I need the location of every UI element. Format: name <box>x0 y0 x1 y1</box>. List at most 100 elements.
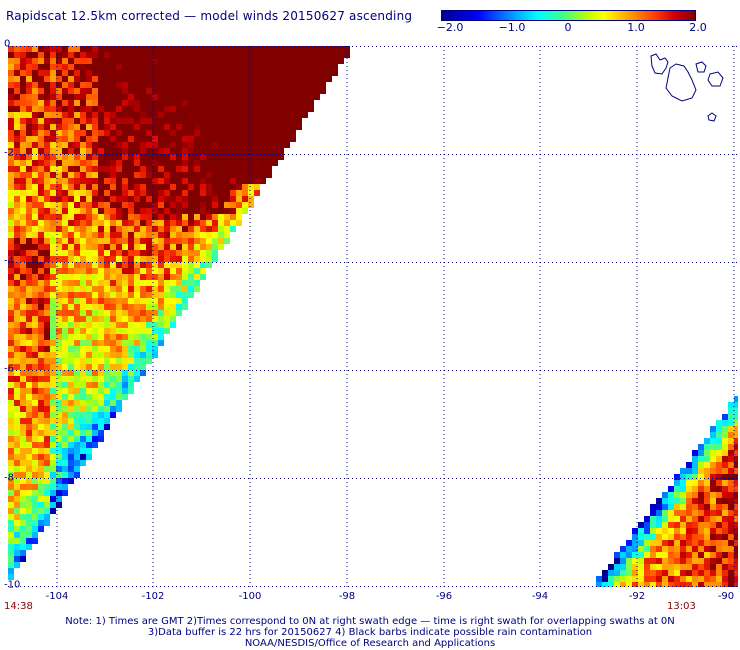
swath-pixel <box>212 82 218 88</box>
swath-pixel <box>50 142 56 148</box>
swath-pixel <box>182 130 188 136</box>
swath-pixel <box>716 468 722 474</box>
swath-pixel <box>656 510 662 516</box>
swath-pixel <box>320 70 326 76</box>
swath-pixel <box>266 82 272 88</box>
swath-pixel <box>182 136 188 142</box>
swath-pixel <box>32 394 38 400</box>
swath-pixel <box>26 286 32 292</box>
swath-pixel <box>20 52 26 58</box>
swath-pixel <box>146 340 152 346</box>
swath-pixel <box>122 316 128 322</box>
swath-pixel <box>224 118 230 124</box>
swath-pixel <box>20 148 26 154</box>
swath-pixel <box>122 244 128 250</box>
swath-pixel <box>266 112 272 118</box>
swath-pixel <box>176 202 182 208</box>
swath-pixel <box>92 52 98 58</box>
swath-pixel <box>686 468 692 474</box>
swath-pixel <box>122 304 128 310</box>
swath-pixel <box>728 582 734 587</box>
swath-pixel <box>14 250 20 256</box>
swath-pixel <box>44 370 50 376</box>
swath-pixel <box>182 124 188 130</box>
swath-pixel <box>146 58 152 64</box>
swath-pixel <box>212 100 218 106</box>
swath-pixel <box>260 70 266 76</box>
swath-pixel <box>290 118 296 124</box>
swath-pixel <box>692 492 698 498</box>
swath-pixel <box>26 238 32 244</box>
swath-pixel <box>128 256 134 262</box>
swath-pixel <box>140 226 146 232</box>
swath-pixel <box>224 238 230 244</box>
swath-pixel <box>176 148 182 154</box>
swath-pixel <box>8 436 14 442</box>
swath-pixel <box>20 82 26 88</box>
swath-pixel <box>680 468 686 474</box>
swath-pixel <box>38 106 44 112</box>
swath-pixel <box>182 148 188 154</box>
swath-pixel <box>128 220 134 226</box>
swath-pixel <box>74 388 80 394</box>
swath-pixel <box>224 154 230 160</box>
swath-pixel <box>230 190 236 196</box>
swath-pixel <box>122 124 128 130</box>
swath-pixel <box>152 100 158 106</box>
swath-pixel <box>32 226 38 232</box>
swath-pixel <box>164 322 170 328</box>
swath-pixel <box>74 238 80 244</box>
swath-pixel <box>692 540 698 546</box>
swath-pixel <box>668 498 674 504</box>
swath-pixel <box>44 112 50 118</box>
swath-pixel <box>182 190 188 196</box>
swath-pixel <box>164 64 170 70</box>
swath-pixel <box>134 196 140 202</box>
swath-pixel <box>182 166 188 172</box>
swath-pixel <box>50 196 56 202</box>
swath-pixel <box>98 310 104 316</box>
swath-pixel <box>308 106 314 112</box>
swath-pixel <box>194 220 200 226</box>
swath-pixel <box>182 232 188 238</box>
swath-pixel <box>242 166 248 172</box>
swath-pixel <box>200 88 206 94</box>
swath-pixel <box>230 118 236 124</box>
swath-pixel <box>218 148 224 154</box>
swath-pixel <box>722 432 728 438</box>
swath-pixel <box>26 244 32 250</box>
swath-pixel <box>44 100 50 106</box>
swath-pixel <box>308 52 314 58</box>
swath-pixel <box>158 232 164 238</box>
swath-pixel <box>656 498 662 504</box>
swath-pixel <box>68 178 74 184</box>
swath-pixel <box>80 274 86 280</box>
swath-pixel <box>38 352 44 358</box>
swath-pixel <box>50 100 56 106</box>
swath-pixel <box>170 100 176 106</box>
swath-pixel <box>62 142 68 148</box>
swath-pixel <box>164 214 170 220</box>
swath-pixel <box>158 88 164 94</box>
swath-pixel <box>62 400 68 406</box>
swath-pixel <box>290 94 296 100</box>
swath-pixel <box>146 250 152 256</box>
swath-pixel <box>140 130 146 136</box>
swath-pixel <box>176 292 182 298</box>
swath-pixel <box>656 558 662 564</box>
swath-pixel <box>116 184 122 190</box>
swath-pixel <box>56 304 62 310</box>
swath-pixel <box>50 292 56 298</box>
swath-pixel <box>176 310 182 316</box>
swath-pixel <box>122 238 128 244</box>
swath-pixel <box>602 570 608 576</box>
swath-pixel <box>50 340 56 346</box>
swath-pixel <box>146 316 152 322</box>
swath-pixel <box>140 160 146 166</box>
swath-pixel <box>116 172 122 178</box>
swath-pixel <box>626 576 632 582</box>
swath-pixel <box>260 154 266 160</box>
swath-pixel <box>728 414 734 420</box>
lat-label-0: 0 <box>4 38 11 50</box>
swath-pixel <box>224 58 230 64</box>
